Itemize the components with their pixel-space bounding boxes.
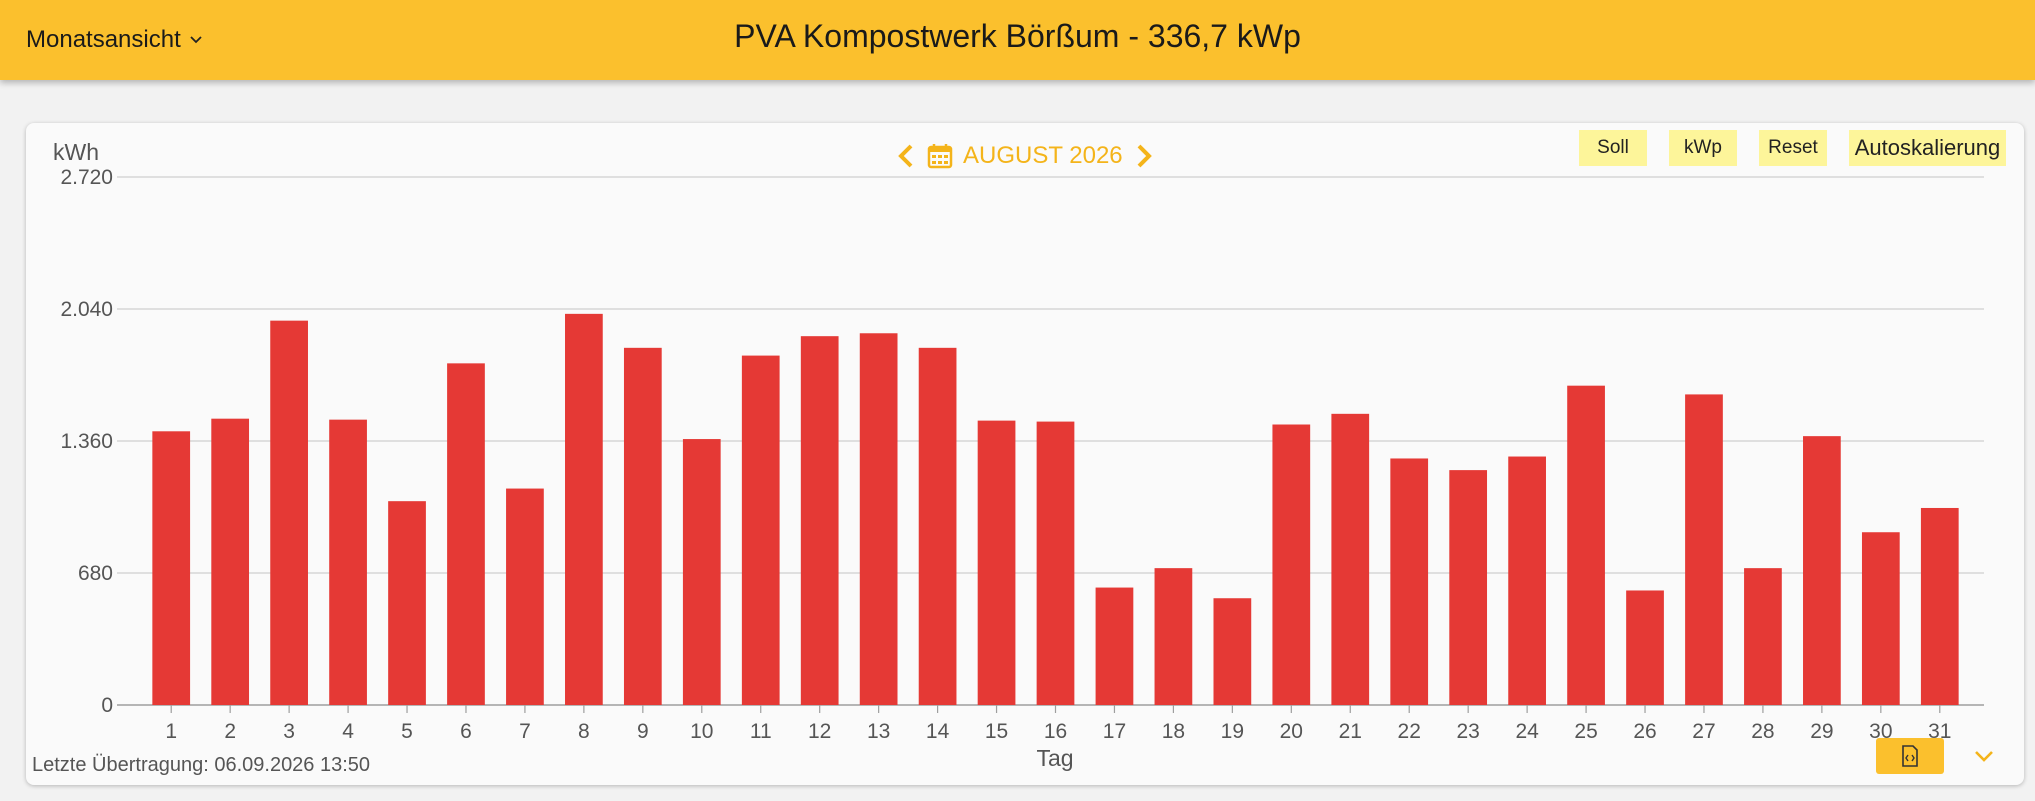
bar [270,320,308,705]
bar [1390,458,1429,705]
x-tick-label: 20 [1280,720,1303,743]
bar [918,347,957,705]
chevron-right-icon[interactable] [1133,142,1155,170]
x-tick-label: 8 [578,720,590,743]
y-tick-label: 0 [101,694,113,717]
x-tick-label: 12 [808,720,831,743]
calendar-icon[interactable] [927,143,953,169]
view-mode-dropdown[interactable]: Monatsansicht [26,22,203,58]
x-tick-label: 29 [1810,720,1833,743]
x-tick-label: 11 [750,720,772,743]
x-tick-label: 9 [637,720,649,743]
x-tick-label: 24 [1515,720,1539,743]
x-tick-label: 4 [342,720,354,743]
bar [1567,385,1605,705]
bar [388,501,426,705]
x-tick-label: 15 [985,720,1008,743]
x-tick-label: 5 [401,720,413,743]
x-tick-label: 7 [519,720,531,743]
x-tick-label: 27 [1692,720,1715,743]
bar [1685,394,1723,705]
y-tick-label: 2.720 [60,166,113,189]
y-tick-label: 680 [78,562,113,585]
bar [1861,532,1900,705]
x-tick-label: 19 [1221,720,1244,743]
bar [447,363,485,705]
bar [1036,421,1075,705]
bar [1920,507,1959,705]
bar [800,336,839,705]
x-tick-label: 23 [1456,720,1479,743]
export-icon [1902,745,1918,767]
chevron-left-icon[interactable] [895,142,917,170]
x-tick-label: 17 [1103,720,1126,743]
bar [152,431,191,705]
bar [1508,456,1546,705]
bar [1744,568,1782,705]
x-tick-label: 14 [926,720,950,743]
bar [506,488,544,705]
x-tick-label: 22 [1398,720,1421,743]
bar [859,333,898,705]
x-tick-label: 18 [1162,720,1185,743]
x-tick-label: 13 [867,720,890,743]
bar [682,439,721,705]
kwp-button[interactable]: kWp [1669,130,1737,166]
bar [623,347,662,705]
x-tick-label: 25 [1574,720,1597,743]
export-button[interactable] [1876,738,1944,774]
bar [1803,436,1841,705]
bar [1331,413,1370,705]
y-tick-label: 1.360 [60,430,113,453]
bar [1213,598,1252,705]
x-tick-label: 3 [283,720,295,743]
bar [977,420,1016,705]
month-label[interactable]: AUGUST 2026 [963,142,1123,169]
x-tick-label: 6 [460,720,472,743]
bar [741,355,780,705]
x-tick-label: 30 [1869,720,1892,743]
last-transfer-status: Letzte Übertragung: 06.09.2026 13:50 [32,754,371,776]
view-mode-label: Monatsansicht [26,26,181,53]
bar [1095,587,1134,705]
autoscale-button[interactable]: Autoskalierung [1849,130,2006,166]
x-tick-label: 2 [224,720,236,743]
x-tick-label: 26 [1633,720,1656,743]
top-app-bar: Monatsansicht PVA Kompostwerk Börßum - 3… [0,0,2035,80]
chevron-down-icon [190,36,202,44]
bar [1154,568,1193,705]
y-axis-label: kWh [53,139,99,165]
page-title: PVA Kompostwerk Börßum - 336,7 kWp [734,18,1301,54]
bar [1626,590,1664,705]
x-tick-label: 28 [1751,720,1774,743]
x-tick-label: 31 [1928,720,1951,743]
x-axis-label: Tag [1036,745,1073,771]
month-navigator: AUGUST 2026 [895,140,1155,172]
x-tick-label: 10 [690,720,713,743]
soll-button[interactable]: Soll [1579,130,1647,166]
x-tick-label: 16 [1044,720,1067,743]
y-tick-label: 2.040 [60,298,113,321]
reset-button[interactable]: Reset [1759,130,1827,166]
bar [565,313,603,705]
bar [1449,470,1488,705]
bar [1272,424,1311,705]
x-tick-label: 21 [1339,720,1362,743]
chevron-down-icon[interactable] [1970,742,1998,770]
bar [329,419,367,705]
bar [211,418,250,705]
x-tick-label: 1 [165,720,177,743]
